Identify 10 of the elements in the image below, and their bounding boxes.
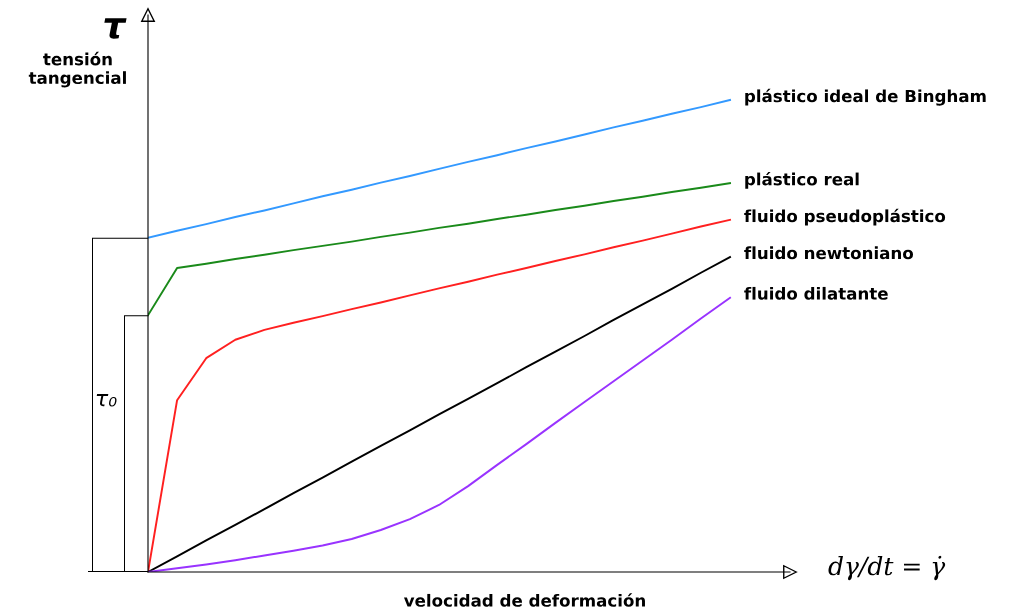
- series-label: plástico real: [745, 171, 859, 189]
- text: dγ/dt = γ̇: [828, 555, 946, 581]
- series-label: plástico ideal de Bingham: [745, 88, 986, 106]
- series-label: fluido pseudoplástico: [744, 208, 946, 226]
- text: τ: [104, 18, 127, 39]
- series-label: fluido dilatante: [744, 286, 888, 300]
- x-axis-title: velocidad de deformación: [403, 593, 645, 607]
- y-axis-title: tensión tangencial: [28, 51, 126, 88]
- series-label: fluido newtoniano: [744, 246, 914, 260]
- text: τ₀: [96, 393, 117, 407]
